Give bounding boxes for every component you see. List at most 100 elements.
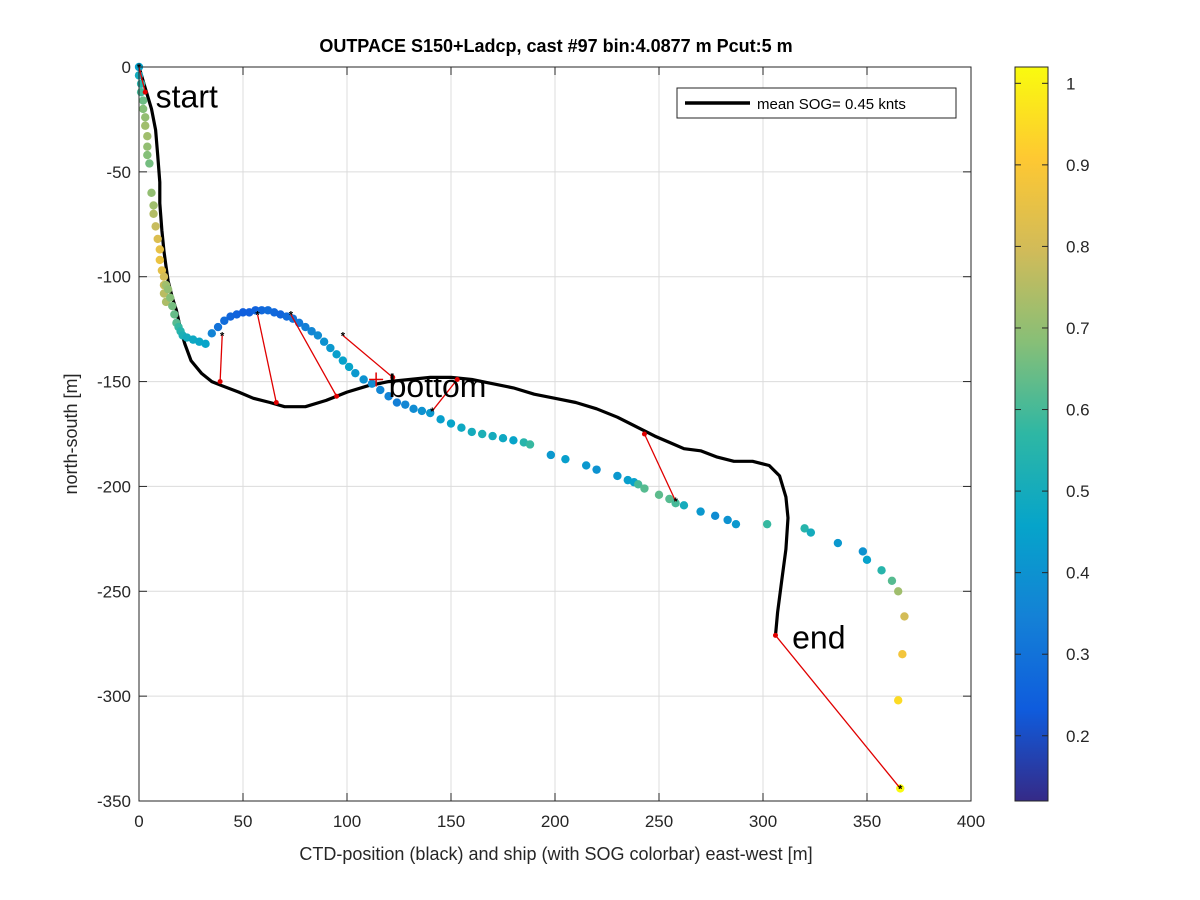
ship-point (710, 511, 720, 520)
ctd-track-line (137, 65, 790, 637)
ship-point (159, 272, 169, 281)
ctd-link-marker (772, 632, 778, 638)
ship-point (166, 293, 175, 302)
ship-point (149, 209, 158, 218)
y-tick-label: 0 (122, 58, 131, 77)
ship-point (409, 404, 418, 414)
ship-point (417, 406, 427, 416)
ship-point (141, 121, 150, 130)
ship-point (141, 113, 150, 122)
ship-point (238, 308, 248, 317)
ship-point (163, 285, 173, 294)
ship-point (436, 415, 445, 424)
ship-point (147, 188, 156, 198)
y-tick-label: -150 (97, 373, 131, 392)
ship-point (833, 538, 843, 548)
ship-point (488, 431, 497, 441)
y-axis-label: north-south [m] (61, 373, 81, 494)
ship-point (592, 465, 601, 474)
x-tick-label: 350 (853, 812, 881, 831)
ship-link-marker: * (898, 783, 903, 795)
ctd-link-marker (454, 376, 460, 382)
ship-point (384, 392, 393, 401)
x-tick-label: 250 (645, 812, 673, 831)
ship-point (168, 301, 177, 311)
ctd-ship-links: ******** (137, 62, 903, 795)
ship-point (731, 519, 741, 529)
ship-point (392, 398, 402, 407)
link-line (431, 379, 458, 412)
ship-track-points (134, 62, 909, 793)
link-line (290, 314, 338, 397)
ship-point (138, 104, 148, 114)
ship-link-marker: * (220, 330, 225, 342)
x-tick-label: 400 (957, 812, 985, 831)
link-line (643, 433, 677, 502)
ship-point (634, 480, 643, 489)
colorbar-ticks: 0.2 0.3 0.4 0.5 0.6 0.7 0.8 0.9 1 (1015, 74, 1090, 746)
ship-point (359, 375, 368, 384)
y-tick-label: -300 (97, 687, 131, 706)
ship-point (344, 362, 354, 372)
x-tick-label: 150 (437, 812, 465, 831)
x-axis-ticks: 0 50 100 150 200 250 300 350 400 (134, 67, 985, 831)
link-line (342, 334, 394, 378)
y-tick-label: -200 (97, 477, 131, 496)
ship-point (654, 490, 664, 500)
colorbar-tick-label: 0.8 (1066, 237, 1090, 256)
ship-point (319, 337, 329, 346)
link-line (774, 634, 901, 789)
ship-point (149, 201, 158, 210)
ctd-track (137, 65, 790, 637)
ship-point (257, 306, 266, 315)
ship-point (640, 484, 649, 493)
ship-point (376, 385, 385, 395)
ship-point (665, 494, 674, 504)
x-tick-label: 300 (749, 812, 777, 831)
colorbar: 0.2 0.3 0.4 0.5 0.6 0.7 0.8 0.9 1 (1014, 66, 1090, 802)
ctd-link-marker (142, 89, 148, 95)
legend-entry-label: mean SOG= 0.45 knts (757, 96, 906, 113)
ship-point (858, 547, 868, 556)
ship-point (446, 419, 456, 428)
ship-link-marker: * (255, 309, 260, 321)
ctd-link-marker (273, 400, 279, 406)
ship-point (613, 471, 622, 481)
ship-point (153, 234, 162, 244)
ship-point (143, 142, 152, 151)
link-line (256, 314, 277, 403)
y-tick-label: -250 (97, 582, 131, 601)
y-axis-ticks: -350 -300 -250 -200 -150 -100 -50 0 (97, 58, 971, 811)
ship-point (401, 400, 410, 409)
ship-point (313, 331, 323, 340)
ship-point (762, 519, 772, 529)
colorbar-tick-label: 0.3 (1066, 645, 1090, 664)
x-axis-label: CTD-position (black) and ship (with SOG … (299, 844, 812, 864)
ship-link-marker: * (341, 330, 346, 342)
ship-point (213, 322, 223, 332)
ship-point (561, 454, 570, 464)
ship-point (155, 245, 164, 254)
colorbar-tick-label: 0.6 (1066, 401, 1090, 420)
colorbar-gradient (1014, 66, 1049, 802)
ship-point (338, 356, 348, 365)
x-tick-label: 200 (541, 812, 569, 831)
ship-link-marker: * (289, 309, 294, 321)
ship-point (696, 507, 705, 516)
ship-point (546, 450, 556, 460)
ship-point (509, 436, 518, 445)
ship-point (498, 433, 508, 443)
ship-point (170, 310, 179, 319)
link-line (138, 66, 146, 93)
ship-point (467, 427, 476, 437)
colorbar-tick-label: 0.5 (1066, 482, 1090, 501)
ship-point (877, 566, 886, 575)
ship-point (151, 222, 160, 231)
ship-point (525, 440, 535, 449)
ship-point (478, 429, 487, 439)
ship-point (800, 524, 809, 533)
ship-point (326, 343, 335, 353)
ship-point (898, 650, 907, 659)
ship-point (679, 501, 689, 510)
